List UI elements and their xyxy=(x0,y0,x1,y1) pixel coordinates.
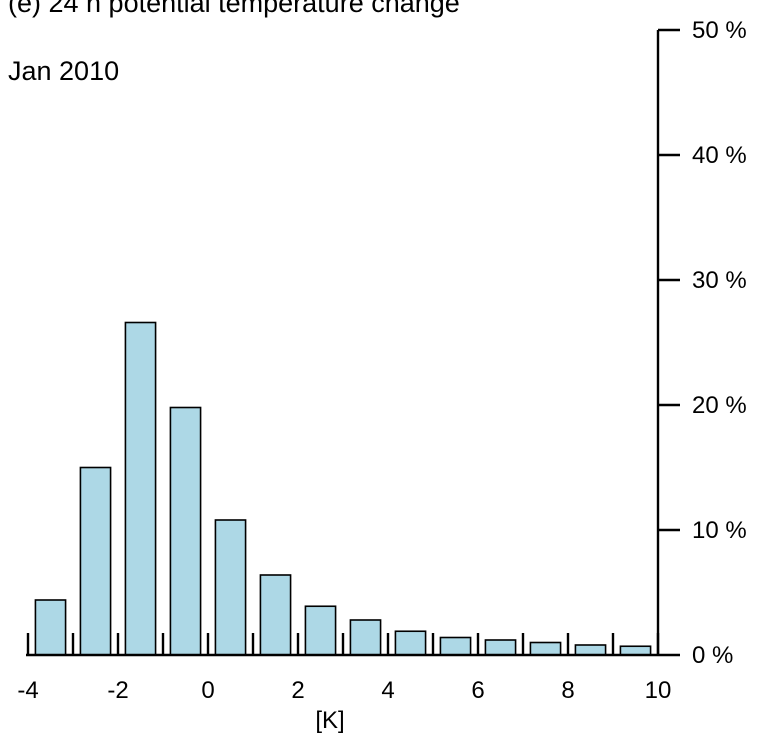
y-axis: 0 % 10 % 20 % 30 % 40 % 50 % xyxy=(656,17,747,669)
bar-6 xyxy=(304,605,337,656)
y-tick-label-3: 30 % xyxy=(692,267,747,294)
chart-title: (e) 24 h potential temperature change xyxy=(8,0,460,18)
bar-5 xyxy=(259,574,292,656)
y-tick-label-4: 40 % xyxy=(692,142,747,169)
bars-group xyxy=(34,321,652,656)
x-tick-label-2: 0 xyxy=(201,677,214,704)
x-tick-label-3: 2 xyxy=(291,677,304,704)
bar-3 xyxy=(169,406,202,656)
bar-9 xyxy=(439,636,472,656)
x-axis-label: [K] xyxy=(315,707,344,734)
x-tick-label-4: 4 xyxy=(381,677,394,704)
y-tick-label-5: 50 % xyxy=(692,17,747,44)
bar-11 xyxy=(529,641,562,656)
x-tick-label-7: 10 xyxy=(645,677,672,704)
x-tick-label-0: -4 xyxy=(17,677,38,704)
y-tick-label-0: 0 % xyxy=(692,642,733,669)
bar-1 xyxy=(79,466,112,656)
bar-10 xyxy=(484,639,517,656)
y-tick-label-1: 10 % xyxy=(692,517,747,544)
x-tick-label-1: -2 xyxy=(107,677,128,704)
bar-0 xyxy=(34,599,67,656)
x-tick-label-6: 8 xyxy=(561,677,574,704)
bar-2 xyxy=(124,321,157,656)
y-tick-label-2: 20 % xyxy=(692,392,747,419)
bar-8 xyxy=(394,630,427,656)
x-tick-label-5: 6 xyxy=(471,677,484,704)
bar-7 xyxy=(349,619,382,656)
chart-subtitle: Jan 2010 xyxy=(8,56,119,86)
bar-12 xyxy=(574,644,607,656)
bar-13 xyxy=(619,645,652,656)
x-axis: -4 -2 0 2 4 6 8 10 xyxy=(17,633,671,704)
bar-4 xyxy=(214,519,247,656)
